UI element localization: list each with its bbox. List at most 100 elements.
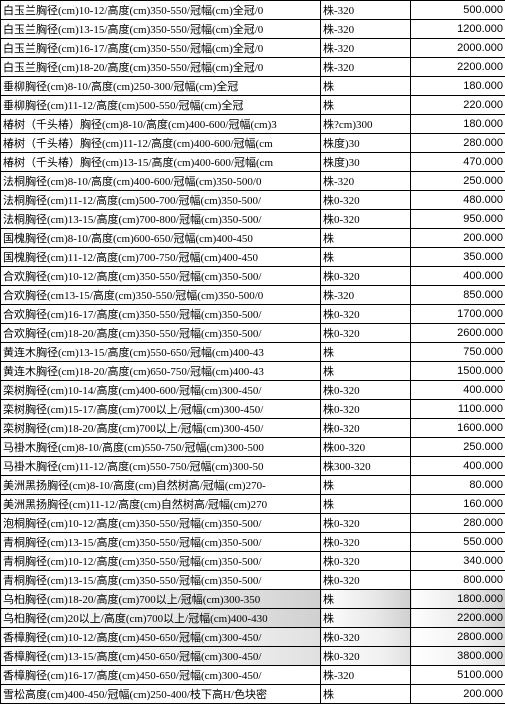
price-cell: 200.000 [411,229,505,248]
table-row: 白玉兰胸径(cm)16-17/高度(cm)350-550/冠幅(cm)全冠/0株… [1,39,505,58]
price-cell: 5100.000 [411,666,505,685]
price-cell: 950.000 [411,210,505,229]
price-cell: 280.000 [411,134,505,153]
price-cell: 850.000 [411,286,505,305]
desc-cell: 乌桕胸径(cm)18-20/高度(cm)700以上/冠幅(cm)300-350 [1,590,321,609]
desc-cell: 合欢胸径(cm)16-17/高度(cm)350-550/冠幅(cm)350-50… [1,305,321,324]
price-cell: 340.000 [411,552,505,571]
price-cell: 400.000 [411,457,505,476]
unit-cell: 株-320 [321,39,411,58]
desc-cell: 国槐胸径(cm)11-12/高度(cm)700-750/冠幅(cm)400-45… [1,248,321,267]
price-cell: 480.000 [411,191,505,210]
price-cell: 500.000 [411,1,505,20]
unit-cell: 株0-320 [321,400,411,419]
price-cell: 200.000 [411,685,505,704]
desc-cell: 黄连木胸径(cm)18-20/高度(cm)650-750/冠幅(cm)400-4… [1,362,321,381]
table-row: 栾树胸径(cm)10-14/高度(cm)400-600/冠幅(cm)300-45… [1,381,505,400]
price-cell: 350.000 [411,248,505,267]
desc-cell: 白玉兰胸径(cm)16-17/高度(cm)350-550/冠幅(cm)全冠/0 [1,39,321,58]
price-cell: 1200.000 [411,20,505,39]
price-cell: 750.000 [411,343,505,362]
desc-cell: 栾树胸径(cm)18-20/高度(cm)700以上/冠幅(cm)300-450/ [1,419,321,438]
desc-cell: 椿树（千头椿）胸径(cm)8-10/高度(cm)400-600/冠幅(cm)3 [1,115,321,134]
price-cell: 80.000 [411,476,505,495]
unit-cell: 株-320 [321,1,411,20]
unit-cell: 株0-320 [321,381,411,400]
desc-cell: 雪松高度(cm)400-450/冠幅(cm)250-400/枝下高H/色块密 [1,685,321,704]
table-row: 黄连木胸径(cm)13-15/高度(cm)550-650/冠幅(cm)400-4… [1,343,505,362]
unit-cell: 株-320 [321,666,411,685]
table-row: 法桐胸径(cm)11-12/高度(cm)500-700/冠幅(cm)350-50… [1,191,505,210]
price-cell: 1500.000 [411,362,505,381]
price-cell: 250.000 [411,438,505,457]
price-cell: 180.000 [411,77,505,96]
unit-cell: 株0-320 [321,267,411,286]
plant-price-table: 白玉兰胸径(cm)10-12/高度(cm)350-550/冠幅(cm)全冠/0株… [0,0,505,704]
table-row: 香樟胸径(cm)16-17/高度(cm)450-650/冠幅(cm)300-45… [1,666,505,685]
desc-cell: 白玉兰胸径(cm)18-20/高度(cm)350-550/冠幅(cm)全冠/0 [1,58,321,77]
unit-cell: 株-320 [321,172,411,191]
desc-cell: 合欢胸径(cm)10-12/高度(cm)350-550/冠幅(cm)350-50… [1,267,321,286]
unit-cell: 株0-320 [321,419,411,438]
unit-cell: 株 [321,229,411,248]
desc-cell: 法桐胸径(cm)11-12/高度(cm)500-700/冠幅(cm)350-50… [1,191,321,210]
desc-cell: 法桐胸径(cm)8-10/高度(cm)400-600/冠幅(cm)350-500… [1,172,321,191]
table-row: 白玉兰胸径(cm)13-15/高度(cm)350-550/冠幅(cm)全冠/0株… [1,20,505,39]
desc-cell: 栾树胸径(cm)15-17/高度(cm)700以上/冠幅(cm)300-450/ [1,400,321,419]
table-row: 国槐胸径(cm)11-12/高度(cm)700-750/冠幅(cm)400-45… [1,248,505,267]
desc-cell: 合欢胸径(cm)18-20/高度(cm)350-550/冠幅(cm)350-50… [1,324,321,343]
unit-cell: 株度)30 [321,153,411,172]
desc-cell: 香樟胸径(cm)16-17/高度(cm)450-650/冠幅(cm)300-45… [1,666,321,685]
desc-cell: 青桐胸径(cm)13-15/高度(cm)350-550/冠幅(cm)350-50… [1,571,321,590]
desc-cell: 马褂木胸径(cm)8-10/高度(cm)550-750/冠幅(cm)300-50… [1,438,321,457]
desc-cell: 垂柳胸径(cm)11-12/高度(cm)500-550/冠幅(cm)全冠 [1,96,321,115]
desc-cell: 椿树（千头椿）胸径(cm)11-12/高度(cm)400-600/冠幅(cm [1,134,321,153]
table-row: 美洲黑扬胸径(cm)11-12/高度(cm)自然树高/冠幅(cm)270株160… [1,495,505,514]
price-cell: 2200.000 [411,58,505,77]
unit-cell: 株0-320 [321,647,411,666]
desc-cell: 香樟胸径(cm)10-12/高度(cm)450-650/冠幅(cm)300-45… [1,628,321,647]
unit-cell: 株 [321,609,411,628]
desc-cell: 黄连木胸径(cm)13-15/高度(cm)550-650/冠幅(cm)400-4… [1,343,321,362]
table-row: 垂柳胸径(cm)11-12/高度(cm)500-550/冠幅(cm)全冠株220… [1,96,505,115]
price-cell: 2000.000 [411,39,505,58]
price-cell: 2800.000 [411,628,505,647]
table-row: 椿树（千头椿）胸径(cm)13-15/高度(cm)400-600/冠幅(cm株度… [1,153,505,172]
unit-cell: 株0-320 [321,210,411,229]
table-row: 香樟胸径(cm)13-15/高度(cm)450-650/冠幅(cm)300-45… [1,647,505,666]
desc-cell: 乌桕胸径(cm)20以上/高度(cm)700以上/冠幅(cm)400-430 [1,609,321,628]
table-row: 垂柳胸径(cm)8-10/高度(cm)250-300/冠幅(cm)全冠株180.… [1,77,505,96]
table-row: 合欢胸径(cm)18-20/高度(cm)350-550/冠幅(cm)350-50… [1,324,505,343]
unit-cell: 株 [321,77,411,96]
unit-cell: 株300-320 [321,457,411,476]
unit-cell: 株 [321,495,411,514]
unit-cell: 株0-320 [321,191,411,210]
price-cell: 220.000 [411,96,505,115]
table-row: 栾树胸径(cm)15-17/高度(cm)700以上/冠幅(cm)300-450/… [1,400,505,419]
desc-cell: 栾树胸径(cm)10-14/高度(cm)400-600/冠幅(cm)300-45… [1,381,321,400]
unit-cell: 株?cm)300 [321,115,411,134]
price-cell: 1700.000 [411,305,505,324]
desc-cell: 美洲黑扬胸径(cm)8-10/高度(cm)自然树高/冠幅(cm)270- [1,476,321,495]
price-cell: 2600.000 [411,324,505,343]
unit-cell: 株 [321,362,411,381]
unit-cell: 株 [321,248,411,267]
unit-cell: 株0-320 [321,533,411,552]
unit-cell: 株0-320 [321,628,411,647]
price-cell: 250.000 [411,172,505,191]
unit-cell: 株 [321,685,411,704]
desc-cell: 美洲黑扬胸径(cm)11-12/高度(cm)自然树高/冠幅(cm)270 [1,495,321,514]
table-row: 合欢胸径(cm13-15/高度(cm)350-550/冠幅(cm)350-500… [1,286,505,305]
unit-cell: 株 [321,476,411,495]
unit-cell: 株0-320 [321,305,411,324]
table-row: 马褂木胸径(cm)11-12/高度(cm)550-750/冠幅(cm)300-5… [1,457,505,476]
unit-cell: 株度)30 [321,134,411,153]
table-row: 国槐胸径(cm)8-10/高度(cm)600-650/冠幅(cm)400-450… [1,229,505,248]
desc-cell: 垂柳胸径(cm)8-10/高度(cm)250-300/冠幅(cm)全冠 [1,77,321,96]
price-cell: 2200.000 [411,609,505,628]
unit-cell: 株-320 [321,20,411,39]
unit-cell: 株0-320 [321,514,411,533]
table-row: 美洲黑扬胸径(cm)8-10/高度(cm)自然树高/冠幅(cm)270-株80.… [1,476,505,495]
price-cell: 550.000 [411,533,505,552]
unit-cell: 株 [321,590,411,609]
